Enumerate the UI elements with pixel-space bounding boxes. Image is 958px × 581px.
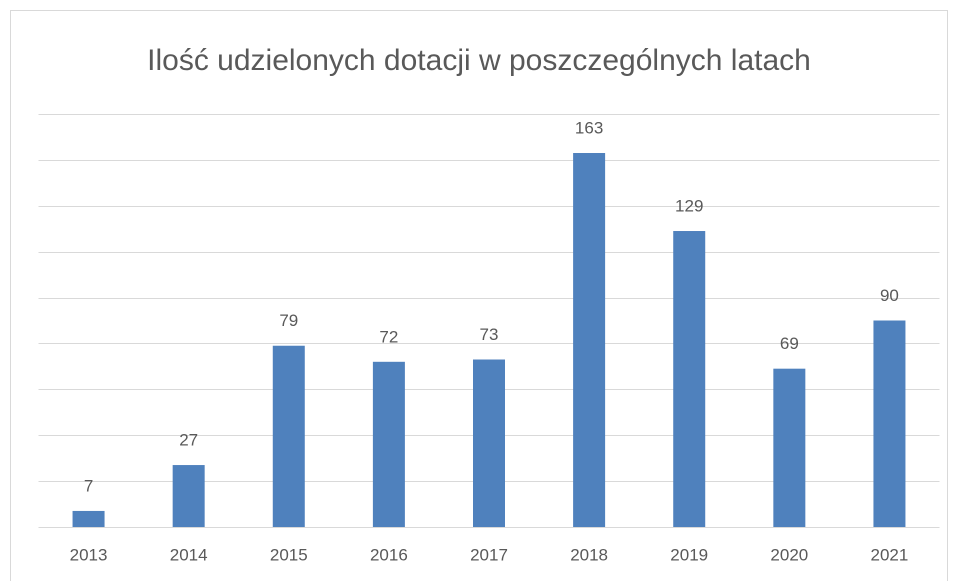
- bar: [473, 359, 505, 527]
- x-tick-label: 2014: [170, 545, 208, 564]
- data-label: 90: [880, 286, 899, 305]
- x-tick-label: 2016: [370, 545, 408, 564]
- data-label: 129: [675, 197, 703, 216]
- bar: [573, 153, 606, 527]
- data-label: 72: [379, 327, 398, 346]
- x-tick-label: 2018: [570, 545, 608, 564]
- data-label: 69: [780, 334, 799, 353]
- data-label: 163: [575, 118, 603, 137]
- x-tick-label: 2021: [871, 545, 909, 564]
- bar: [673, 231, 706, 527]
- bar: [172, 465, 205, 527]
- bar: [873, 320, 906, 527]
- bar: [72, 510, 105, 527]
- x-tick-label: 2017: [470, 545, 508, 564]
- x-tick-label: 2020: [770, 545, 808, 564]
- chart-title: Ilość udzielonych dotacji w poszczególny…: [147, 44, 811, 77]
- x-tick-label: 2019: [670, 545, 708, 564]
- data-label: 73: [480, 325, 499, 344]
- data-label: 79: [279, 311, 298, 330]
- data-label: 27: [179, 431, 198, 450]
- bar: [372, 361, 405, 527]
- x-tick-label: 2015: [270, 545, 308, 564]
- x-tick-label: 2013: [70, 545, 108, 564]
- bar: [272, 345, 305, 527]
- bar: [773, 368, 806, 527]
- data-label: 7: [84, 476, 93, 495]
